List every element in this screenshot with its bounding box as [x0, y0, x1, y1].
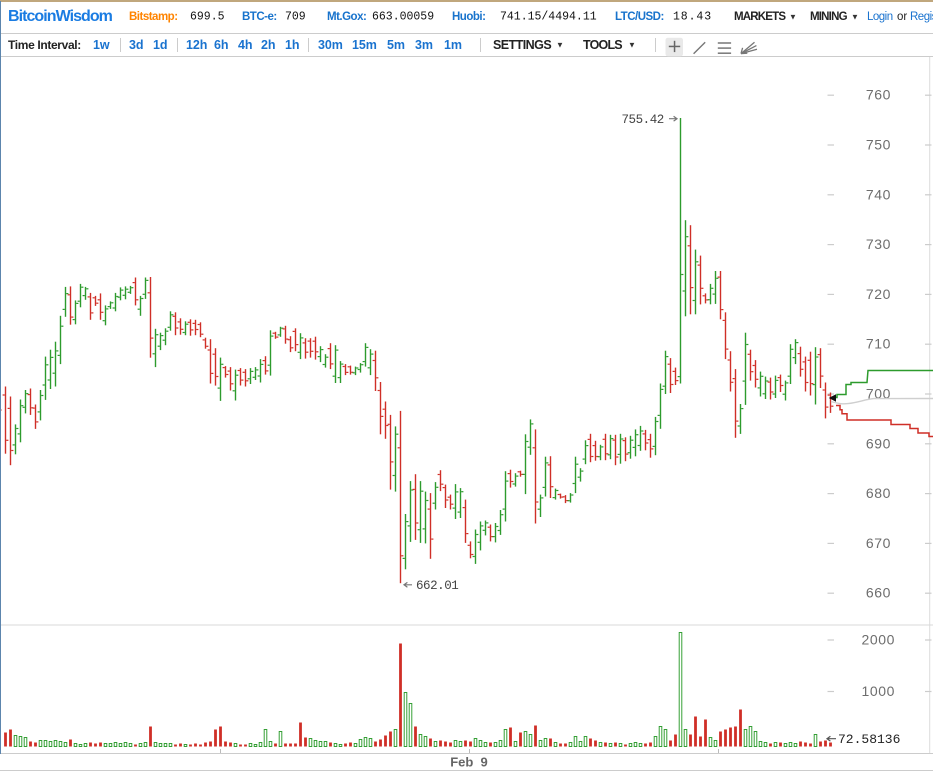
svg-text:750: 750 — [866, 137, 891, 153]
svg-text:662.01: 662.01 — [416, 579, 458, 593]
svg-text:760: 760 — [866, 87, 891, 103]
svg-text:690: 690 — [866, 435, 891, 451]
svg-text:72.58136: 72.58136 — [838, 732, 900, 747]
svg-text:670: 670 — [866, 535, 891, 551]
svg-text:740: 740 — [866, 186, 891, 202]
svg-text:660: 660 — [866, 585, 891, 601]
svg-text:700: 700 — [866, 386, 891, 402]
svg-text:710: 710 — [866, 336, 891, 352]
svg-text:755.42: 755.42 — [622, 113, 664, 127]
svg-text:2000: 2000 — [861, 632, 895, 648]
svg-text:680: 680 — [866, 485, 891, 501]
svg-text:720: 720 — [866, 286, 891, 302]
svg-text:730: 730 — [866, 236, 891, 252]
svg-text:Feb 9: Feb 9 — [450, 755, 488, 770]
svg-text:1000: 1000 — [861, 683, 895, 699]
